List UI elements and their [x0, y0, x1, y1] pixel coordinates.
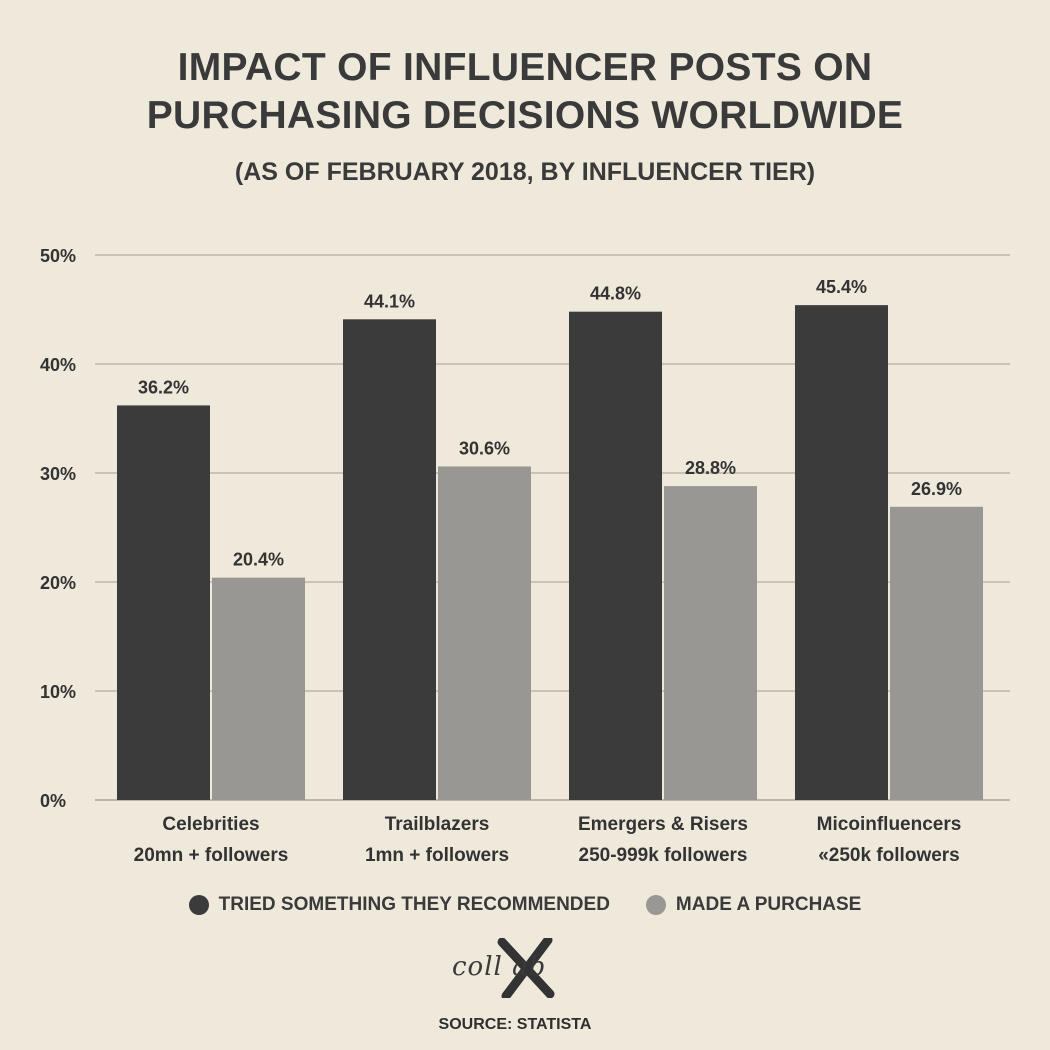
bar-purchase: [890, 506, 983, 800]
y-tick-label: 10%: [40, 682, 76, 702]
legend-item-purchase: MADE A PURCHASE: [645, 894, 862, 916]
x-tick-sublabel: 1mn + followers: [365, 845, 509, 866]
legend-item-tried: TRIED SOMETHING THEY RECOMMENDED: [188, 894, 610, 916]
legend-label-purchase: MADE A PURCHASE: [675, 894, 862, 915]
logo-text: coll ab: [452, 952, 547, 982]
logo-x-mark: [497, 938, 555, 998]
chart-title-line2: PURCHASING DECISIONS WORLDWIDE: [146, 94, 904, 137]
legend-swatch-tried: [188, 895, 209, 915]
data-label: 20.4%: [233, 550, 284, 570]
bar-chart: 0% 10% 20% 30% 40% 50% 36.2% 20.4% Celebrities 20…: [40, 246, 1010, 866]
data-label: 36.2%: [138, 377, 189, 397]
bar-tried: [343, 319, 436, 800]
chart-title-line1: IMPACT OF INFLUENCER POSTS ON: [177, 46, 873, 89]
bar-purchase: [438, 466, 531, 800]
y-tick-label: 0%: [40, 791, 66, 811]
y-tick-label: 30%: [40, 464, 76, 484]
chart-subtitle: (AS OF FEBRUARY 2018, BY INFLUENCER TIER…: [234, 158, 816, 186]
x-tick-sublabel: «250k followers: [818, 845, 960, 866]
x-tick-label: Emergers & Risers: [578, 814, 748, 835]
legend-swatch-purchase: [645, 895, 666, 915]
bar-tried: [569, 311, 662, 800]
x-tick-label: Celebrities: [162, 814, 259, 835]
x-tick-sublabel: 20mn + followers: [134, 845, 289, 866]
data-label: 26.9%: [911, 479, 962, 499]
y-tick-label: 50%: [40, 246, 76, 266]
data-label: 44.8%: [590, 284, 641, 304]
bar-purchase: [664, 486, 757, 800]
x-tick-label: Trailblazers: [385, 814, 490, 835]
x-tick-label: Micoinfluencers: [817, 814, 962, 835]
bar-tried: [795, 305, 888, 800]
y-tick-label: 20%: [40, 573, 76, 593]
data-label: 44.1%: [364, 291, 415, 311]
data-label: 45.4%: [816, 277, 867, 297]
collab-logo: coll ab: [440, 938, 590, 998]
bar-tried: [117, 405, 210, 800]
bar-purchase: [212, 577, 305, 800]
x-tick-sublabel: 250-999k followers: [579, 845, 748, 866]
legend: TRIED SOMETHING THEY RECOMMENDED MADE A …: [0, 894, 1050, 916]
y-tick-label: 40%: [40, 355, 76, 375]
data-label: 30.6%: [459, 438, 510, 458]
data-label: 28.8%: [685, 458, 736, 478]
legend-label-tried: TRIED SOMETHING THEY RECOMMENDED: [218, 894, 610, 915]
chart-title: IMPACT OF INFLUENCER POSTS ON PURCHASING…: [0, 44, 1050, 140]
source-note: SOURCE: STATISTA: [438, 1016, 592, 1033]
